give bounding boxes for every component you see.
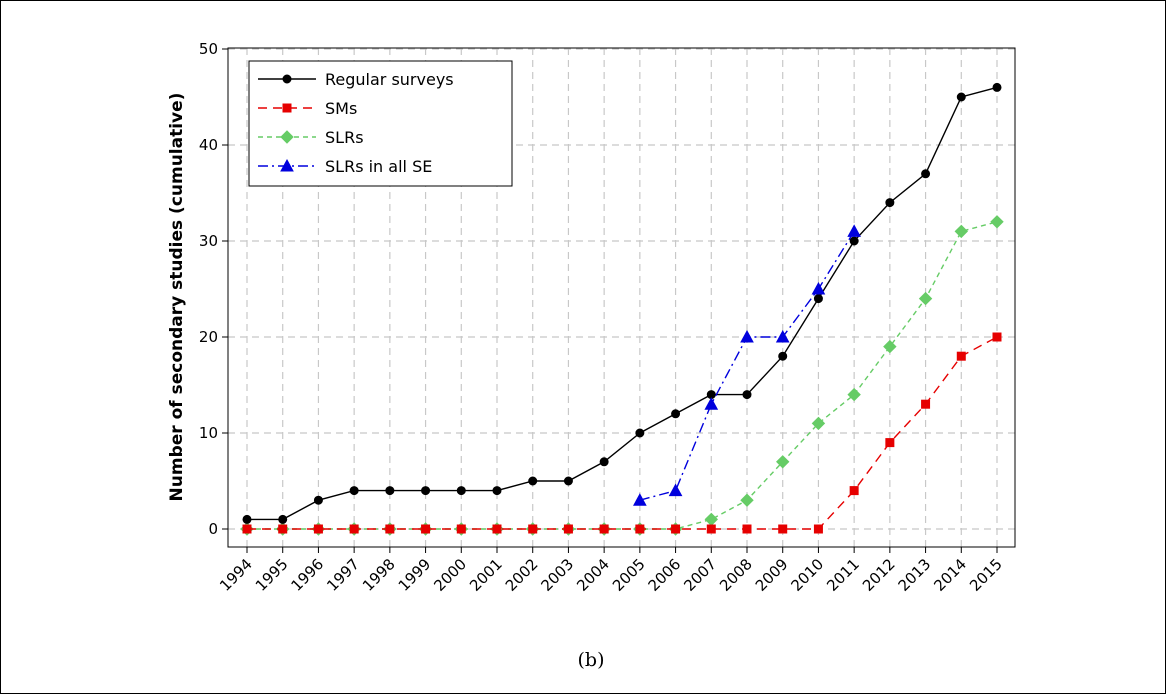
legend-marker — [280, 130, 294, 144]
data-point — [954, 224, 968, 239]
series-layer — [240, 82, 1004, 536]
data-point — [242, 524, 252, 534]
data-point — [633, 493, 647, 506]
data-point — [849, 236, 859, 246]
y-tick-label: 50 — [199, 40, 218, 58]
data-point — [918, 291, 933, 306]
data-point — [813, 294, 823, 304]
data-point — [671, 409, 681, 419]
data-point — [704, 397, 719, 410]
data-point — [811, 416, 826, 431]
data-point — [956, 92, 966, 102]
figure-caption: (b) — [578, 649, 605, 671]
legend-label: SLRs — [325, 128, 364, 147]
y-tick-label: 20 — [199, 328, 218, 346]
data-point — [349, 486, 359, 496]
data-point — [635, 524, 645, 534]
legend-label: SMs — [325, 99, 357, 118]
data-point — [635, 428, 645, 438]
legend-marker — [282, 74, 292, 84]
data-point — [421, 524, 431, 534]
data-point — [847, 224, 861, 237]
data-point — [599, 524, 609, 534]
data-point — [992, 332, 1002, 342]
legend-entry: SLRs in all SE — [258, 157, 432, 176]
data-point — [776, 455, 790, 469]
plot-area — [227, 47, 1016, 548]
y-tick-label: 0 — [208, 520, 218, 538]
data-point — [921, 399, 931, 409]
legend-marker — [280, 158, 294, 172]
data-point — [778, 524, 788, 534]
series-line — [247, 336, 998, 530]
series-line — [247, 86, 998, 521]
series-slrs-in-all-se — [633, 224, 861, 506]
data-point — [528, 524, 538, 534]
data-point — [563, 524, 573, 534]
data-point — [421, 486, 431, 496]
legend-entry: SMs — [258, 99, 357, 118]
data-point — [313, 495, 323, 505]
data-point — [883, 339, 897, 354]
legend-entry: SLRs — [258, 128, 364, 147]
data-point — [885, 198, 895, 208]
y-tick-label: 40 — [199, 136, 218, 154]
data-point — [740, 329, 754, 343]
data-point — [778, 351, 788, 361]
data-point — [385, 486, 395, 496]
data-point — [885, 438, 895, 448]
data-point — [921, 169, 931, 179]
data-point — [492, 524, 502, 534]
legend-label: SLRs in all SE — [325, 157, 432, 176]
series-sms — [242, 332, 1002, 534]
data-point — [349, 524, 359, 534]
data-point — [740, 493, 754, 507]
y-axis-label: Number of secondary studies (cumulative) — [167, 93, 187, 502]
data-point — [956, 351, 966, 361]
data-point — [528, 476, 538, 486]
legend-label: Regular surveys — [325, 70, 454, 89]
data-point — [242, 514, 252, 524]
legend-marker — [282, 103, 292, 113]
y-tick-label: 10 — [199, 424, 218, 442]
data-point — [847, 387, 861, 402]
legend-entry: Regular surveys — [258, 70, 454, 89]
data-point — [992, 82, 1002, 92]
data-point — [742, 524, 752, 534]
data-point — [599, 457, 609, 467]
data-point — [849, 486, 859, 496]
data-point — [668, 483, 683, 497]
data-point — [313, 524, 323, 534]
data-point — [278, 514, 288, 524]
data-point — [706, 524, 716, 534]
data-point — [456, 486, 466, 496]
data-point — [990, 215, 1004, 229]
data-point — [563, 476, 573, 486]
data-point — [811, 281, 826, 295]
data-point — [456, 524, 466, 534]
data-point — [775, 329, 790, 343]
data-point — [278, 524, 288, 534]
data-point — [492, 486, 502, 496]
data-point — [671, 524, 681, 534]
legend: Regular surveys SMs SLRs SLRs in all SE — [248, 60, 513, 187]
series-line — [247, 221, 998, 530]
data-point — [742, 390, 752, 400]
y-tick-label: 30 — [199, 232, 218, 250]
legend-box — [248, 60, 513, 187]
data-point — [813, 524, 823, 534]
data-point — [385, 524, 395, 534]
